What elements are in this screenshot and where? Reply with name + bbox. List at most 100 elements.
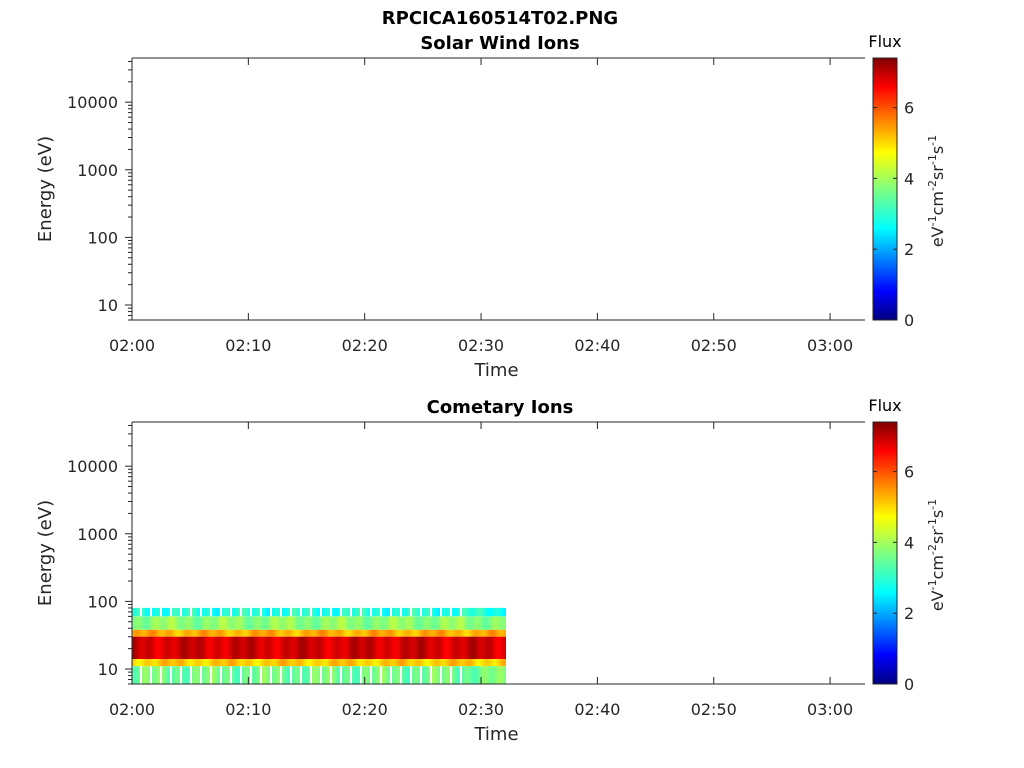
flux-cell: [458, 616, 460, 630]
flux-cell: [358, 629, 360, 637]
flux-cell: [344, 616, 346, 630]
flux-cell: [364, 629, 366, 637]
flux-cell: [152, 607, 154, 617]
flux-cell: [456, 636, 458, 660]
flux-cell: [446, 629, 448, 637]
flux-cell: [326, 636, 328, 660]
flux-cell: [458, 666, 460, 684]
flux-cell: [244, 629, 246, 637]
flux-cell: [194, 666, 196, 684]
flux-cell: [208, 659, 210, 667]
flux-cell: [138, 607, 140, 617]
flux-cell: [382, 659, 384, 667]
flux-cell: [428, 659, 430, 667]
flux-cell: [324, 629, 326, 637]
flux-cell: [414, 659, 416, 667]
flux-cell: [222, 607, 224, 617]
flux-cell: [444, 616, 446, 630]
flux-cell: [432, 629, 434, 637]
flux-cell: [284, 629, 286, 637]
flux-cell: [228, 616, 230, 630]
flux-cell: [224, 636, 226, 660]
flux-cell: [468, 607, 470, 617]
flux-cell: [360, 636, 362, 660]
flux-cell: [210, 616, 212, 630]
flux-cell: [494, 666, 496, 684]
flux-cell: [418, 629, 420, 637]
flux-cell: [196, 616, 198, 630]
flux-cell: [474, 636, 476, 660]
flux-cell: [504, 629, 506, 637]
flux-cell: [422, 629, 424, 637]
flux-cell: [162, 607, 164, 617]
flux-cell: [480, 636, 482, 660]
flux-cell: [348, 666, 350, 684]
flux-cell: [398, 666, 400, 684]
flux-cell: [406, 659, 408, 667]
flux-cell: [390, 636, 392, 660]
flux-cell: [302, 607, 304, 617]
flux-cell: [362, 629, 364, 637]
flux-cell: [224, 607, 226, 617]
flux-cell: [192, 659, 194, 667]
flux-cell: [490, 666, 492, 684]
flux-cell: [410, 629, 412, 637]
flux-cell: [306, 629, 308, 637]
flux-cell: [374, 636, 376, 660]
flux-cell: [264, 616, 266, 630]
flux-cell: [470, 659, 472, 667]
flux-cell: [326, 629, 328, 637]
flux-cell: [444, 666, 446, 684]
flux-cell: [148, 666, 150, 684]
flux-cell: [436, 607, 438, 617]
flux-cell: [426, 607, 428, 617]
x-axis-label: Time: [473, 724, 518, 745]
flux-cell: [272, 607, 274, 617]
flux-cell: [396, 616, 398, 630]
flux-cell: [216, 666, 218, 684]
flux-cell: [320, 636, 322, 660]
flux-cell: [188, 666, 190, 684]
flux-cell: [256, 607, 258, 617]
flux-cell: [428, 666, 430, 684]
flux-cell: [322, 607, 324, 617]
flux-cell: [154, 666, 156, 684]
flux-cell: [330, 659, 332, 667]
flux-cell: [334, 666, 336, 684]
flux-cell: [228, 636, 230, 660]
colorbar-tick-label: 4: [904, 169, 914, 188]
flux-cell: [144, 659, 146, 667]
flux-cell: [222, 659, 224, 667]
x-tick-label: 02:40: [574, 700, 620, 719]
flux-cell: [402, 629, 404, 637]
flux-cell: [460, 616, 462, 630]
flux-cell: [198, 659, 200, 667]
flux-cell: [256, 659, 258, 667]
flux-cell: [354, 636, 356, 660]
flux-cell: [502, 636, 504, 660]
flux-cell: [394, 616, 396, 630]
flux-cell: [420, 616, 422, 630]
flux-cell: [350, 659, 352, 667]
flux-cell: [142, 659, 144, 667]
flux-cell: [300, 659, 302, 667]
flux-cell: [134, 636, 136, 660]
flux-cell: [492, 659, 494, 667]
flux-cell: [238, 616, 240, 630]
flux-cell: [148, 659, 150, 667]
flux-cell: [408, 666, 410, 684]
panel-title: Cometary Ions: [427, 397, 574, 418]
flux-cell: [418, 636, 420, 660]
colorbar-gradient: [872, 421, 898, 685]
flux-cell: [172, 616, 174, 630]
flux-cell: [152, 616, 154, 630]
flux-cell: [404, 636, 406, 660]
flux-cell: [378, 636, 380, 660]
flux-cell: [452, 607, 454, 617]
flux-cell: [502, 616, 504, 630]
flux-cell: [494, 616, 496, 630]
flux-cell: [158, 616, 160, 630]
flux-cell: [156, 636, 158, 660]
flux-cell: [404, 659, 406, 667]
flux-cell: [278, 636, 280, 660]
